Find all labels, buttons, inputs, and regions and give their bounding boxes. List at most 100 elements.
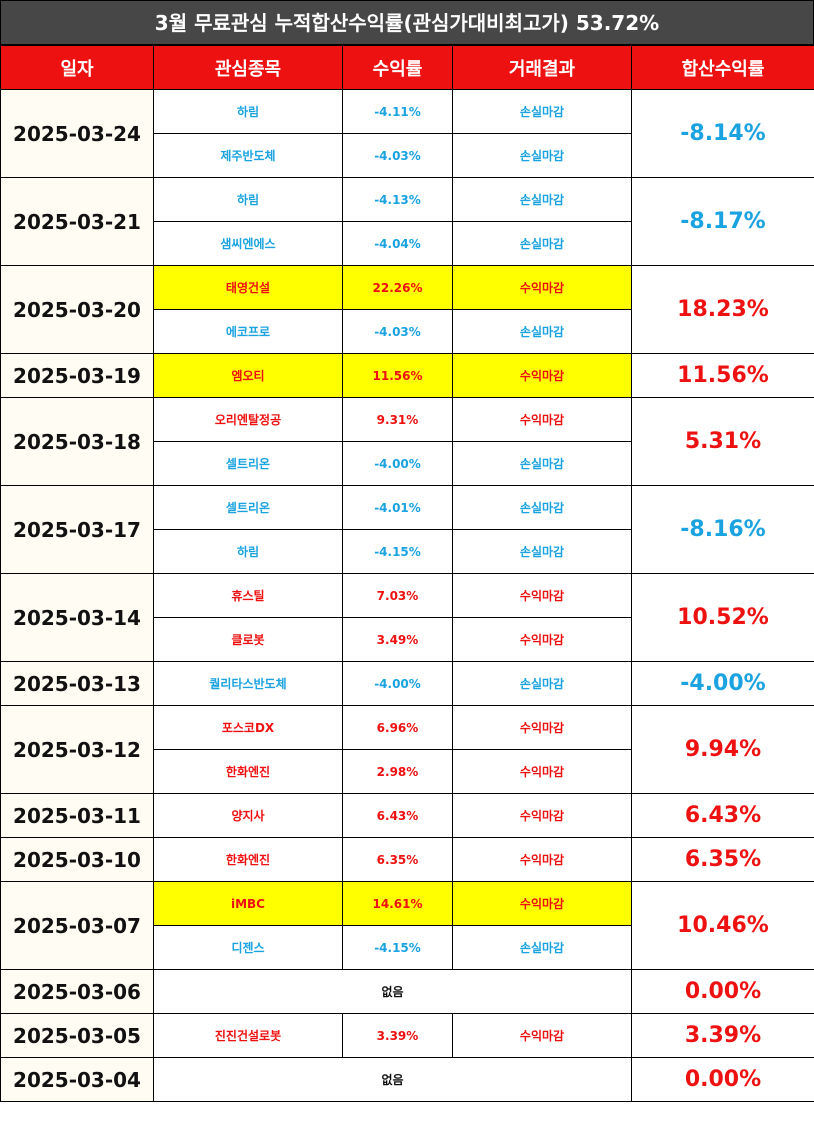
date-cell: 2025-03-24 [0, 89, 154, 178]
stock-result: 수익마감 [452, 793, 632, 838]
stock-name: iMBC [153, 881, 343, 926]
stock-result: 손실마감 [452, 441, 632, 486]
stock-return: -4.00% [342, 441, 453, 486]
total-cell: 18.23% [631, 265, 814, 354]
stock-result: 수익마감 [452, 881, 632, 926]
stock-result: 손실마감 [452, 177, 632, 222]
stock-return: 9.31% [342, 397, 453, 442]
row: 2025-03-19 엠오티 11.56% 수익마감 11.56% [0, 353, 814, 398]
total-cell: 11.56% [631, 353, 814, 398]
total-cell: 0.00% [631, 1057, 814, 1102]
date-cell: 2025-03-12 [0, 705, 154, 794]
row: 셀트리온 -4.00% 손실마감 [1, 441, 814, 486]
stock-result: 손실마감 [452, 133, 632, 178]
total-cell: -8.16% [631, 485, 814, 574]
stock-result: 손실마감 [452, 309, 632, 354]
total-cell: 0.00% [631, 969, 814, 1014]
stock-return: 6.43% [342, 793, 453, 838]
date-cell: 2025-03-07 [0, 881, 154, 970]
stock-name: 오리엔탈정공 [153, 397, 343, 442]
stock-return: 22.26% [342, 265, 453, 310]
stock-result: 손실마감 [452, 661, 632, 706]
stock-return: -4.15% [342, 925, 453, 970]
total-cell: 6.43% [631, 793, 814, 838]
stock-name: 양지사 [153, 793, 343, 838]
stock-name: 태영건설 [153, 265, 343, 310]
stock-return: -4.03% [342, 133, 453, 178]
total-cell: 9.94% [631, 705, 814, 794]
stock-return: -4.03% [342, 309, 453, 354]
stock-result: 손실마감 [452, 925, 632, 970]
header-cell: 일자 [0, 45, 154, 90]
date-cell: 2025-03-05 [0, 1013, 154, 1058]
total-cell: -8.17% [631, 177, 814, 266]
row: 샘씨엔에스 -4.04% 손실마감 [1, 221, 814, 266]
stock-name: 휴스틸 [153, 573, 343, 618]
stock-name: 클로봇 [153, 617, 343, 662]
row: 2025-03-04 없음 0.00% [0, 1057, 814, 1102]
row: 2025-03-11 양지사 6.43% 수익마감 6.43% [0, 793, 814, 838]
row: 한화엔진 2.98% 수익마감 [1, 749, 814, 794]
stock-return: 11.56% [342, 353, 453, 398]
stock-return: 3.49% [342, 617, 453, 662]
row: 2025-03-05 진진건설로봇 3.39% 수익마감 3.39% [0, 1013, 814, 1058]
stock-result: 수익마감 [452, 617, 632, 662]
total-cell: 3.39% [631, 1013, 814, 1058]
total-cell: -4.00% [631, 661, 814, 706]
row: 하림 -4.15% 손실마감 [1, 529, 814, 574]
stock-result: 수익마감 [452, 837, 632, 882]
stock-name: 퀄리타스반도체 [153, 661, 343, 706]
row: 2025-03-21 하림 -4.13% 손실마감 -8.17% [0, 177, 814, 266]
row: 제주반도체 -4.03% 손실마감 [1, 133, 814, 178]
returns-table: 일자 관심종목 수익률 거래결과 합산수익률 2025-03-24 하림 -4.11% 손실마… [0, 45, 814, 1102]
date-cell: 2025-03-11 [0, 793, 154, 838]
stock-result: 손실마감 [452, 485, 632, 530]
stock-name: 셀트리온 [153, 441, 343, 486]
stock-name: 하림 [153, 529, 343, 574]
header-cell: 거래결과 [452, 45, 632, 90]
total-cell: 10.46% [631, 881, 814, 970]
row: 2025-03-20 태영건설 22.26% 수익마감 18.23% [0, 265, 814, 354]
stock-return: -4.01% [342, 485, 453, 530]
stock-name: 엠오티 [153, 353, 343, 398]
stock-name: 한화엔진 [153, 837, 343, 882]
header-cell: 수익률 [342, 45, 453, 90]
date-cell: 2025-03-14 [0, 573, 154, 662]
row: 2025-03-18 오리엔탈정공 9.31% 수익마감 5.31% [0, 397, 814, 486]
date-cell: 2025-03-18 [0, 397, 154, 486]
stock-result: 손실마감 [452, 89, 632, 134]
total-cell: 5.31% [631, 397, 814, 486]
stock-return: -4.04% [342, 221, 453, 266]
table-body: 2025-03-24 하림 -4.11% 손실마감 -8.14% 제주반도체 -4.03% 손… [0, 89, 814, 1102]
stock-name: 하림 [153, 89, 343, 134]
row: 2025-03-06 없음 0.00% [0, 969, 814, 1014]
stock-name: 제주반도체 [153, 133, 343, 178]
total-cell: 6.35% [631, 837, 814, 882]
stock-name: 디젠스 [153, 925, 343, 970]
total-cell: -8.14% [631, 89, 814, 178]
stock-return: -4.00% [342, 661, 453, 706]
stock-result: 손실마감 [452, 529, 632, 574]
stock-name: 하림 [153, 177, 343, 222]
stock-return: -4.13% [342, 177, 453, 222]
stock-result: 수익마감 [452, 265, 632, 310]
date-cell: 2025-03-04 [0, 1057, 154, 1102]
stock-return: -4.15% [342, 529, 453, 574]
header-cell: 합산수익률 [631, 45, 814, 90]
stock-return: 14.61% [342, 881, 453, 926]
row: 2025-03-13 퀄리타스반도체 -4.00% 손실마감 -4.00% [0, 661, 814, 706]
stock-name: 한화엔진 [153, 749, 343, 794]
stock-name: 셀트리온 [153, 485, 343, 530]
row: 2025-03-12 포스코DX 6.96% 수익마감 9.94% [0, 705, 814, 794]
stock-result: 수익마감 [452, 573, 632, 618]
stock-result: 수익마감 [452, 705, 632, 750]
stock-result: 수익마감 [452, 353, 632, 398]
date-cell: 2025-03-13 [0, 661, 154, 706]
date-cell: 2025-03-21 [0, 177, 154, 266]
stock-name: 에코프로 [153, 309, 343, 354]
stock-name: 진진건설로봇 [153, 1013, 343, 1058]
stock-return: 7.03% [342, 573, 453, 618]
header-row: 일자 관심종목 수익률 거래결과 합산수익률 [0, 45, 814, 90]
row: 에코프로 -4.03% 손실마감 [1, 309, 814, 354]
